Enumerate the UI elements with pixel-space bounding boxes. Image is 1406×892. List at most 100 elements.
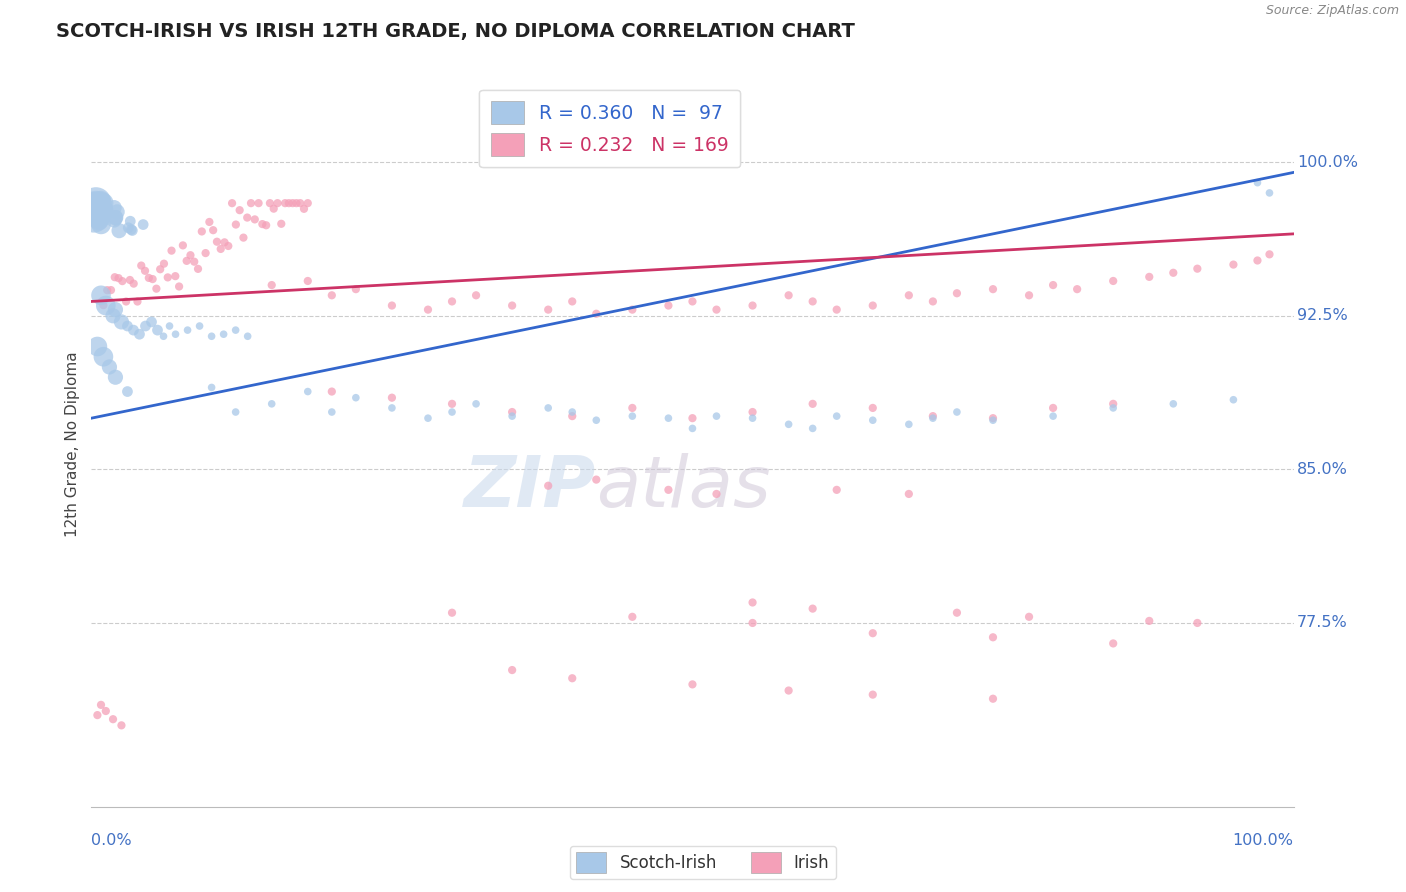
Point: [537, 401, 560, 415]
Point: [1137, 269, 1160, 284]
Point: [862, 401, 884, 415]
Point: [198, 215, 221, 229]
Point: [825, 409, 848, 424]
Point: [101, 712, 124, 726]
Point: [225, 405, 247, 419]
Point: [86, 708, 108, 723]
Point: [1161, 397, 1184, 411]
Point: [111, 274, 134, 288]
Point: [84, 201, 107, 215]
Point: [292, 202, 315, 216]
Point: [110, 315, 132, 329]
Point: [98, 359, 121, 374]
Point: [1066, 282, 1088, 296]
Point: [225, 218, 247, 232]
Point: [621, 609, 644, 624]
Point: [981, 282, 1004, 296]
Point: [89, 206, 111, 220]
Point: [290, 196, 312, 211]
Point: [84, 201, 107, 215]
Point: [93, 350, 115, 364]
Point: [120, 214, 142, 228]
Point: [96, 283, 118, 297]
Point: [87, 211, 110, 226]
Point: [825, 302, 848, 317]
Point: [176, 253, 198, 268]
Point: [90, 698, 112, 712]
Point: [501, 299, 523, 313]
Point: [270, 217, 292, 231]
Text: SCOTCH-IRISH VS IRISH 12TH GRADE, NO DIPLOMA CORRELATION CHART: SCOTCH-IRISH VS IRISH 12TH GRADE, NO DIP…: [56, 22, 855, 41]
Point: [221, 196, 243, 211]
Point: [103, 201, 125, 215]
Point: [1102, 636, 1125, 650]
Point: [741, 299, 763, 313]
Point: [1042, 278, 1064, 293]
Point: [1222, 258, 1244, 272]
Point: [232, 230, 254, 244]
Point: [561, 671, 583, 685]
Point: [706, 487, 728, 501]
Point: [209, 242, 232, 256]
Point: [440, 606, 463, 620]
Point: [134, 264, 156, 278]
Point: [281, 196, 304, 211]
Point: [657, 299, 679, 313]
Point: [381, 401, 404, 415]
Point: [946, 405, 969, 419]
Point: [1187, 261, 1209, 276]
Point: [117, 384, 139, 399]
Point: [110, 718, 132, 732]
Point: [212, 327, 235, 342]
Point: [621, 302, 644, 317]
Point: [103, 213, 125, 227]
Point: [259, 196, 281, 211]
Point: [191, 224, 214, 238]
Point: [93, 202, 115, 217]
Point: [122, 277, 145, 291]
Point: [1161, 266, 1184, 280]
Point: [862, 626, 884, 640]
Point: [465, 288, 488, 302]
Text: 100.0%: 100.0%: [1298, 154, 1358, 169]
Point: [285, 196, 308, 211]
Point: [922, 411, 945, 425]
Point: [93, 195, 115, 210]
Point: [83, 210, 105, 224]
Point: [117, 318, 139, 333]
Point: [176, 323, 198, 337]
Point: [107, 271, 129, 285]
Point: [561, 409, 583, 424]
Point: [90, 194, 112, 208]
Point: [228, 203, 250, 218]
Point: [153, 257, 176, 271]
Point: [1042, 409, 1064, 424]
Point: [100, 283, 122, 297]
Point: [83, 201, 105, 215]
Point: [741, 411, 763, 425]
Point: [621, 401, 644, 415]
Point: [252, 217, 274, 231]
Point: [1018, 609, 1040, 624]
Point: [321, 288, 343, 302]
Point: [344, 391, 367, 405]
Point: [104, 270, 127, 285]
Text: 92.5%: 92.5%: [1298, 309, 1348, 323]
Point: [117, 220, 139, 235]
Point: [1102, 401, 1125, 415]
Point: [801, 601, 824, 615]
Point: [90, 218, 112, 232]
Point: [321, 384, 343, 399]
Point: [681, 421, 703, 435]
Point: [501, 405, 523, 419]
Point: [621, 409, 644, 424]
Point: [501, 409, 523, 424]
Point: [1018, 288, 1040, 302]
Point: [862, 688, 884, 702]
Text: Source: ZipAtlas.com: Source: ZipAtlas.com: [1265, 4, 1399, 18]
Point: [1258, 186, 1281, 200]
Point: [104, 211, 127, 225]
Point: [585, 473, 607, 487]
Point: [1102, 397, 1125, 411]
Point: [86, 204, 108, 219]
